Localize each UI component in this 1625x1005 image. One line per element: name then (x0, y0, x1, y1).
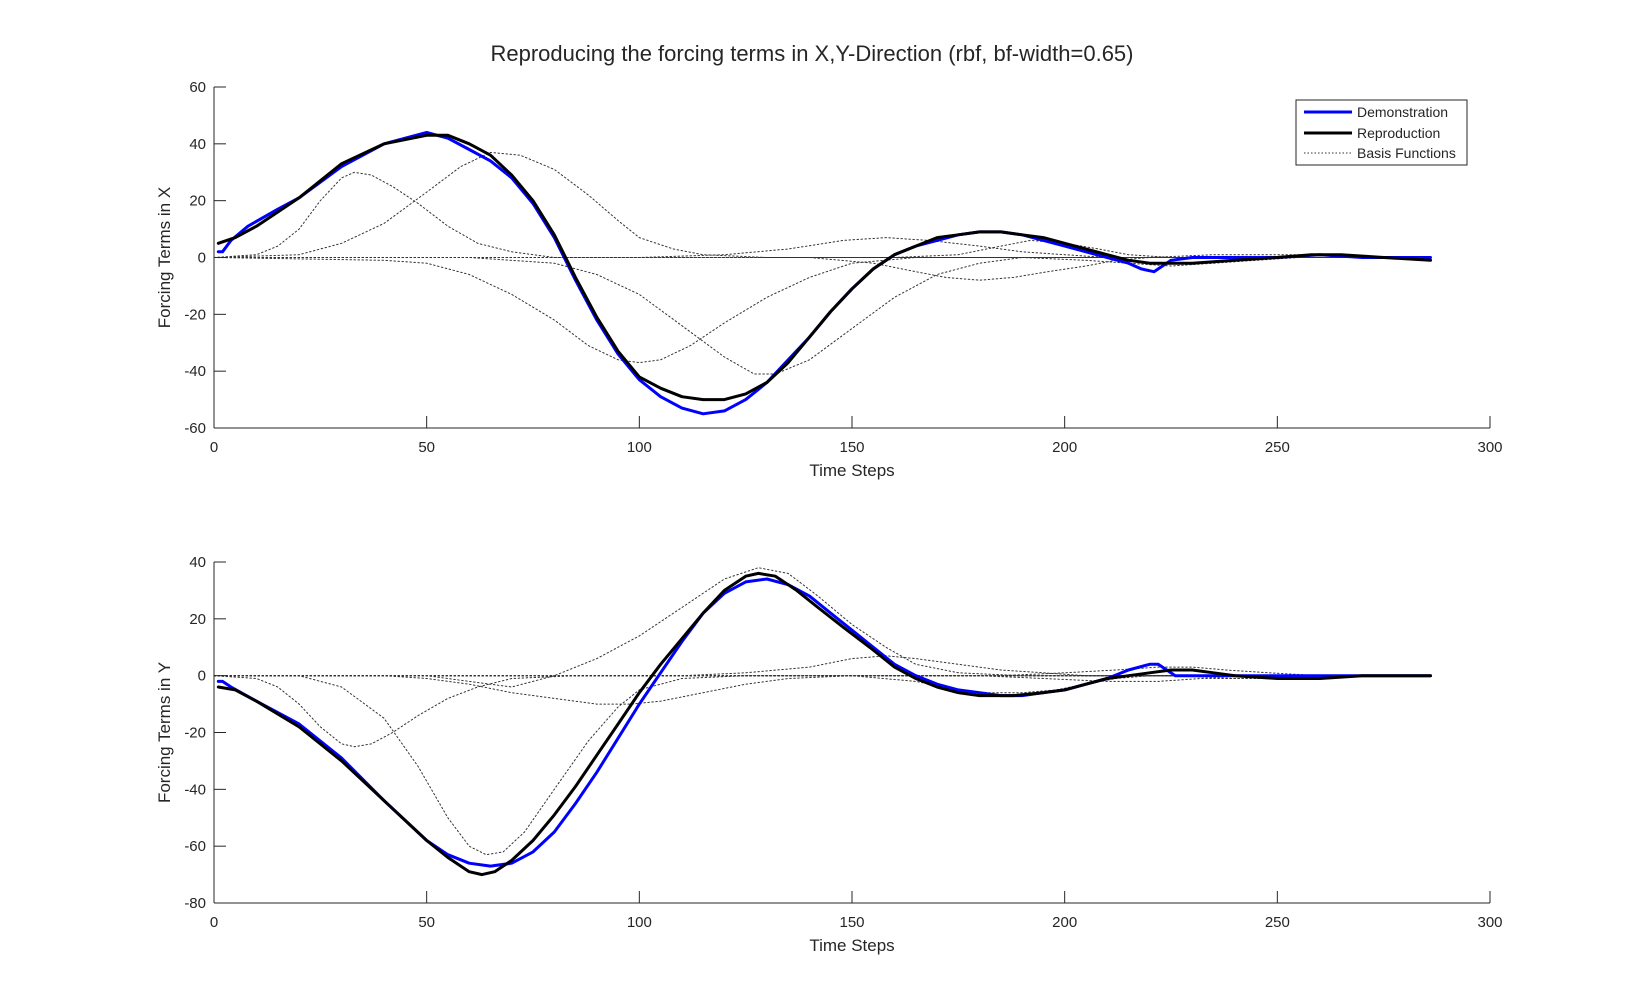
y-tick-label: 0 (198, 668, 206, 685)
y-tick-label: 40 (189, 136, 206, 153)
x-tick-label: 0 (210, 914, 218, 931)
y-tick-label: 40 (189, 554, 206, 571)
y-tick-label: -20 (184, 306, 206, 323)
plot-forcing-x: 0 50 100 150 200 250 300 -60 -40 -20 0 20 40 60 Time S… (155, 79, 1503, 480)
x-axis-label: Time Steps (809, 936, 894, 955)
basis-function-curve-6 (213, 655, 1431, 677)
x-tick-label: 150 (839, 914, 864, 931)
figure-title: Reproducing the forcing terms in X,Y-Dir… (491, 41, 1134, 66)
y-tick-label: -40 (184, 781, 206, 798)
legend-label-reproduction: Reproduction (1357, 125, 1440, 141)
basis-function-curve-2 (213, 675, 1431, 748)
x-tick-label: 50 (418, 914, 435, 931)
x-tick-label: 50 (418, 439, 435, 456)
basis-function-curve-4 (213, 257, 1431, 364)
x-tick-label: 100 (627, 914, 652, 931)
y-tick-label: 20 (189, 611, 206, 628)
basis-function-curve-7 (213, 675, 1431, 694)
y-tick-label: 0 (198, 250, 206, 267)
demonstration-curve (216, 131, 1432, 416)
y-axis-label: Forcing Terms in X (155, 187, 174, 328)
basis-function-curve-3 (213, 675, 1431, 856)
basis-function-curve-8 (213, 239, 1431, 258)
y-tick-label: -20 (184, 725, 206, 742)
basis-function-curve-2 (213, 171, 1431, 258)
basis-function-curve-4 (213, 675, 1431, 705)
y-tick-label: -60 (184, 838, 206, 855)
y-axis-label: Forcing Terms in Y (155, 662, 174, 803)
x-tick-label: 200 (1052, 914, 1077, 931)
y-tick-label: -40 (184, 363, 206, 380)
x-tick-label: 200 (1052, 439, 1077, 456)
y-tick-label: -60 (184, 420, 206, 437)
x-tick-label: 300 (1477, 914, 1502, 931)
x-tick-label: 250 (1265, 439, 1290, 456)
reproduction-curve (216, 571, 1432, 877)
x-tick-label: 100 (627, 439, 652, 456)
y-tick-label: 20 (189, 193, 206, 210)
basis-function-curve-5 (213, 257, 1431, 375)
x-tick-label: 300 (1477, 439, 1502, 456)
legend-label-basis-functions: Basis Functions (1357, 145, 1456, 161)
basis-function-curve-9 (213, 257, 1431, 267)
x-tick-label: 250 (1265, 914, 1290, 931)
reproduction-curve (216, 133, 1432, 402)
basis-function-curve-7 (213, 257, 1431, 281)
basis-function-curve-5 (213, 567, 1431, 688)
y-tick-label: 60 (189, 79, 206, 96)
x-axis-label: Time Steps (809, 461, 894, 480)
x-tick-label: 150 (839, 439, 864, 456)
plot-forcing-y: 0 50 100 150 200 250 300 -80 -60 -40 -20 0 20 40 Time … (155, 554, 1503, 955)
y-tick-label: -80 (184, 895, 206, 912)
basis-function-curve-6 (213, 237, 1431, 258)
basis-function-curve-3 (213, 151, 1431, 258)
demonstration-curve (216, 577, 1432, 868)
legend-label-demonstration: Demonstration (1357, 104, 1448, 120)
legend: Demonstration Reproduction Basis Functio… (1295, 99, 1468, 166)
x-tick-label: 0 (210, 439, 218, 456)
